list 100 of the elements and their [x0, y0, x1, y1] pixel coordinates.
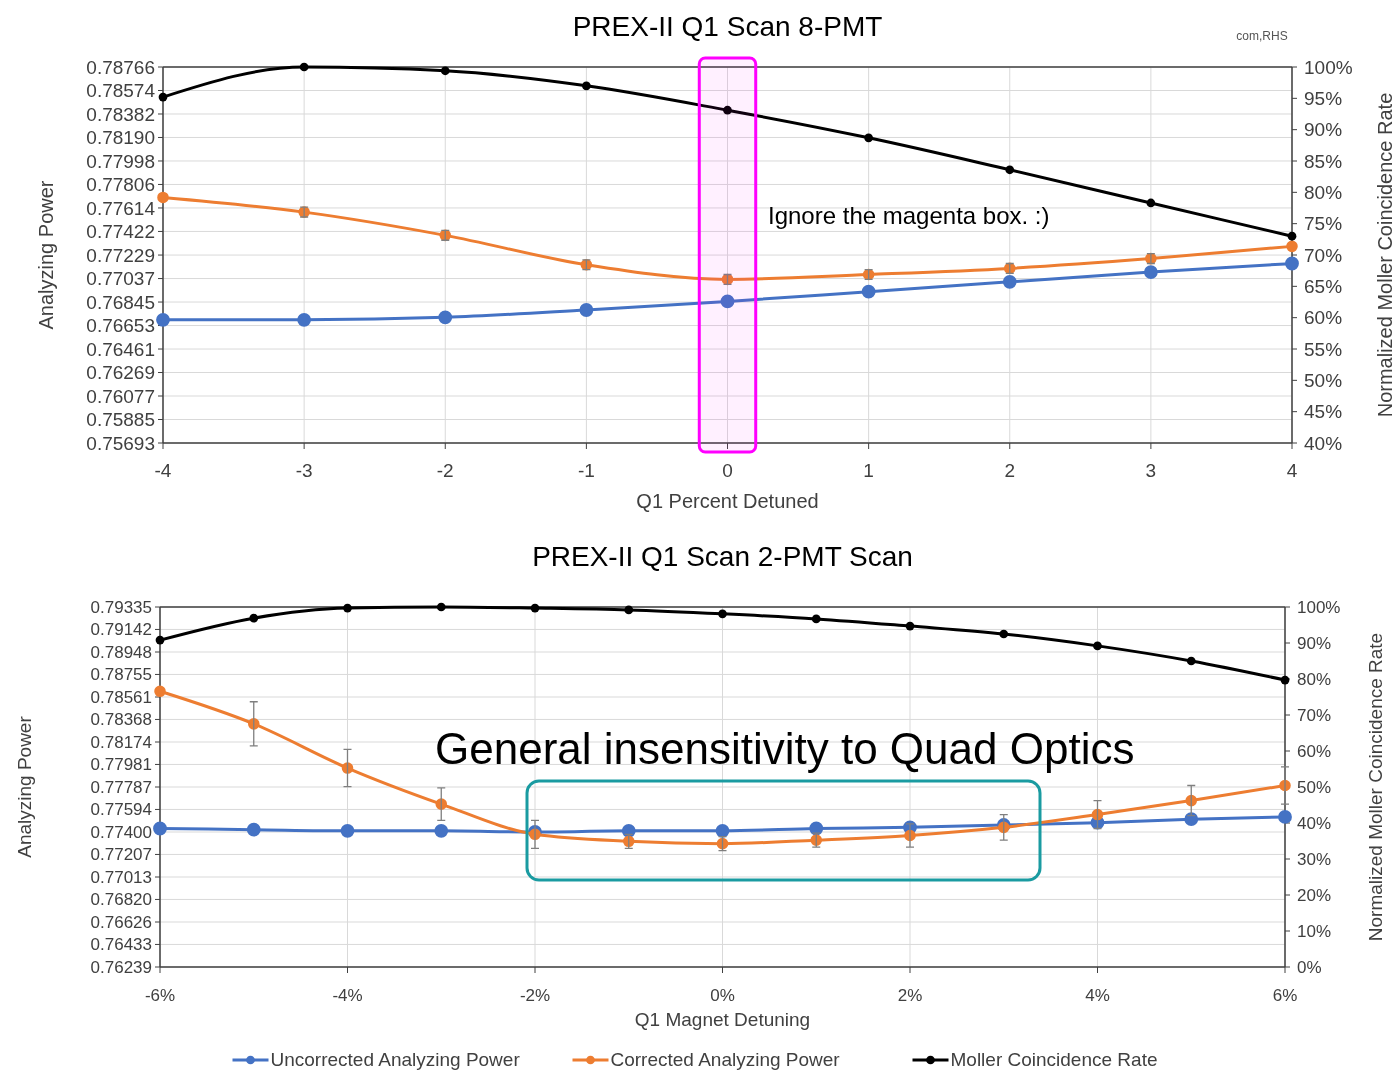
- point: [1287, 231, 1297, 241]
- y2-tick-label: 90%: [1297, 633, 1332, 653]
- point: [1285, 256, 1299, 271]
- point: [1278, 809, 1292, 824]
- y-tick-label: 0.77981: [90, 755, 152, 775]
- point: [864, 133, 873, 143]
- point: [299, 62, 309, 72]
- y-tick-label: 0.79335: [90, 597, 152, 617]
- y-tick-label: 0.77998: [86, 150, 155, 172]
- chart-title: PREX-II Q1 Scan 8-PMT: [572, 11, 883, 42]
- y2-tick-label: 80%: [1304, 181, 1343, 203]
- y2-axis-title: Normalized Moller Coincidence Rate: [1365, 632, 1386, 942]
- y2-tick-label: 70%: [1304, 244, 1343, 266]
- point: [249, 613, 259, 623]
- point: [438, 310, 453, 325]
- x-tick-label: 3: [1145, 460, 1157, 481]
- y-tick-label: 0.76461: [86, 338, 155, 360]
- point: [157, 191, 169, 204]
- x-tick-label: -2%: [519, 986, 551, 1005]
- point: [999, 629, 1009, 639]
- y-tick-label: 0.78174: [90, 732, 152, 752]
- point: [579, 303, 594, 317]
- y2-tick-label: 30%: [1297, 849, 1332, 869]
- y-tick-label: 0.78382: [86, 103, 155, 125]
- y-tick-label: 0.77787: [90, 777, 152, 797]
- x-tick-label: 4%: [1085, 986, 1110, 1005]
- x-tick-label: -6%: [144, 986, 176, 1005]
- point: [297, 312, 312, 327]
- point: [1286, 240, 1298, 253]
- annotation: Ignore the magenta box. :): [768, 202, 1050, 229]
- y-tick-label: 0.76820: [90, 890, 152, 910]
- point: [530, 603, 540, 613]
- y-tick-label: 0.78766: [86, 56, 155, 78]
- point: [720, 294, 735, 309]
- y-tick-label: 0.76433: [90, 935, 152, 955]
- y2-tick-label: 55%: [1304, 338, 1343, 360]
- y2-tick-label: 40%: [1304, 432, 1343, 454]
- y-tick-label: 0.78574: [86, 80, 156, 102]
- x-tick-label: -4%: [332, 986, 363, 1005]
- point: [1184, 812, 1199, 827]
- point: [624, 605, 634, 615]
- y-tick-label: 0.78948: [90, 642, 152, 662]
- text: com,RHS: [1236, 29, 1288, 43]
- x-tick-label: -4: [154, 460, 172, 481]
- y2-tick-label: 85%: [1304, 150, 1343, 172]
- y2-axis-title: Normalized Moller Coincidence Rate: [1374, 92, 1396, 418]
- y2-tick-label: 95%: [1304, 87, 1343, 109]
- y-tick-label: 0.79142: [90, 620, 152, 640]
- y-tick-label: 0.77806: [86, 174, 155, 196]
- point: [436, 602, 446, 612]
- x-axis-title: Q1 Percent Detuned: [636, 490, 819, 512]
- x-tick-label: 2: [1004, 460, 1016, 481]
- point: [434, 823, 449, 838]
- point: [1093, 641, 1102, 651]
- x-tick-label: 2%: [897, 986, 923, 1005]
- y2-tick-label: 10%: [1297, 921, 1332, 941]
- y-tick-label: 0.77422: [86, 221, 155, 243]
- y-tick-label: 0.76845: [86, 291, 155, 313]
- y-tick-label: 0.77013: [90, 867, 152, 887]
- y2-tick-label: 80%: [1297, 669, 1332, 689]
- point: [1146, 198, 1156, 208]
- y2-tick-label: 40%: [1297, 813, 1332, 833]
- y-tick-label: 0.78561: [90, 687, 152, 707]
- x-tick-label: -2: [436, 460, 454, 481]
- point: [440, 66, 450, 76]
- y-tick-label: 0.76239: [90, 957, 152, 977]
- y2-tick-label: 0%: [1297, 957, 1322, 977]
- y-tick-label: 0.77229: [86, 244, 155, 266]
- x-tick-label: 1: [863, 460, 874, 481]
- point: [1005, 165, 1015, 175]
- y2-tick-label: 100%: [1304, 56, 1353, 78]
- y2-tick-label: 45%: [1304, 401, 1343, 423]
- y-tick-label: 0.77207: [90, 845, 152, 865]
- legend-label: Corrected Analyzing Power: [610, 1049, 841, 1070]
- y-tick-label: 0.75885: [86, 409, 155, 431]
- y2-tick-label: 20%: [1297, 885, 1332, 905]
- point: [156, 312, 170, 327]
- y2-tick-label: 90%: [1304, 119, 1343, 141]
- y-tick-label: 0.78755: [90, 665, 152, 685]
- point: [343, 603, 352, 613]
- y2-tick-label: 70%: [1297, 705, 1332, 725]
- y2-tick-label: 65%: [1304, 275, 1343, 297]
- y2-tick-label: 50%: [1304, 369, 1343, 391]
- legend-label: Moller Coincidence Rate: [950, 1049, 1158, 1070]
- y-tick-label: 0.77594: [90, 800, 152, 820]
- x-tick-label: 0%: [710, 986, 735, 1005]
- x-tick-label: -3: [295, 460, 313, 481]
- legend-label: Uncorrected Analyzing Power: [270, 1049, 521, 1070]
- y-tick-label: 0.76269: [86, 362, 155, 384]
- y-tick-label: 0.77400: [90, 822, 152, 842]
- y2-tick-label: 75%: [1304, 213, 1343, 235]
- point: [155, 635, 165, 645]
- point: [154, 685, 166, 698]
- y2-tick-label: 60%: [1304, 307, 1343, 329]
- point: [1280, 675, 1290, 685]
- point: [153, 821, 167, 836]
- y-tick-label: 0.77037: [86, 268, 155, 290]
- point: [582, 81, 591, 91]
- y-tick-label: 0.75693: [86, 432, 155, 454]
- y-axis-title: Analyzing Power: [35, 180, 57, 330]
